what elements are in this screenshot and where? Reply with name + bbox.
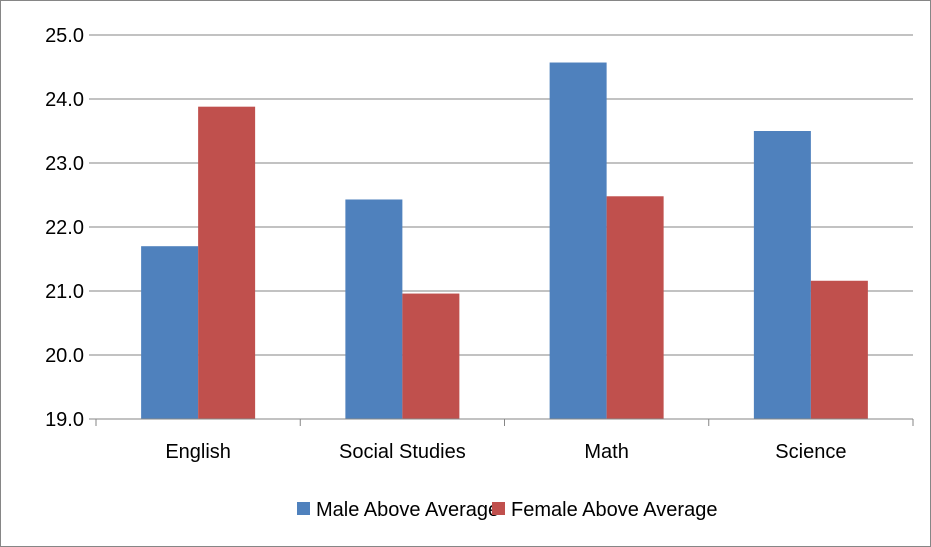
x-category-label: Social Studies [339, 441, 466, 463]
bar-female-social-studies [402, 293, 460, 419]
legend-label: Female Above Average [511, 499, 717, 521]
bar-male-math [549, 62, 607, 420]
bar-male-science [753, 131, 811, 419]
x-category-label: Science [775, 441, 846, 463]
x-axis-tick-marks [95, 419, 914, 426]
bar-female-english [198, 106, 256, 420]
bar-female-science [810, 280, 868, 419]
bar-male-social-studies [345, 199, 403, 419]
y-tick-label: 24.0 [45, 89, 84, 111]
bar-female-math [606, 196, 664, 419]
legend-label: Male Above Average [316, 499, 499, 521]
bars [141, 62, 868, 420]
y-axis-tick-labels: 19.0 20.0 21.0 22.0 23.0 24.0 25.0 [45, 25, 84, 431]
bar-male-english [141, 246, 199, 419]
legend-swatch [492, 502, 505, 515]
legend-swatch [297, 502, 310, 515]
y-tick-label: 22.0 [45, 217, 84, 239]
x-axis-category-labels: English Social Studies Math Science [165, 441, 846, 463]
x-category-label: Math [584, 441, 628, 463]
y-tick-label: 19.0 [45, 409, 84, 431]
y-tick-label: 20.0 [45, 345, 84, 367]
y-tick-label: 21.0 [45, 281, 84, 303]
legend: Male Above Average Female Above Average [297, 499, 717, 521]
y-tick-label: 23.0 [45, 153, 84, 175]
y-tick-label: 25.0 [45, 25, 84, 47]
x-category-label: English [165, 441, 231, 463]
